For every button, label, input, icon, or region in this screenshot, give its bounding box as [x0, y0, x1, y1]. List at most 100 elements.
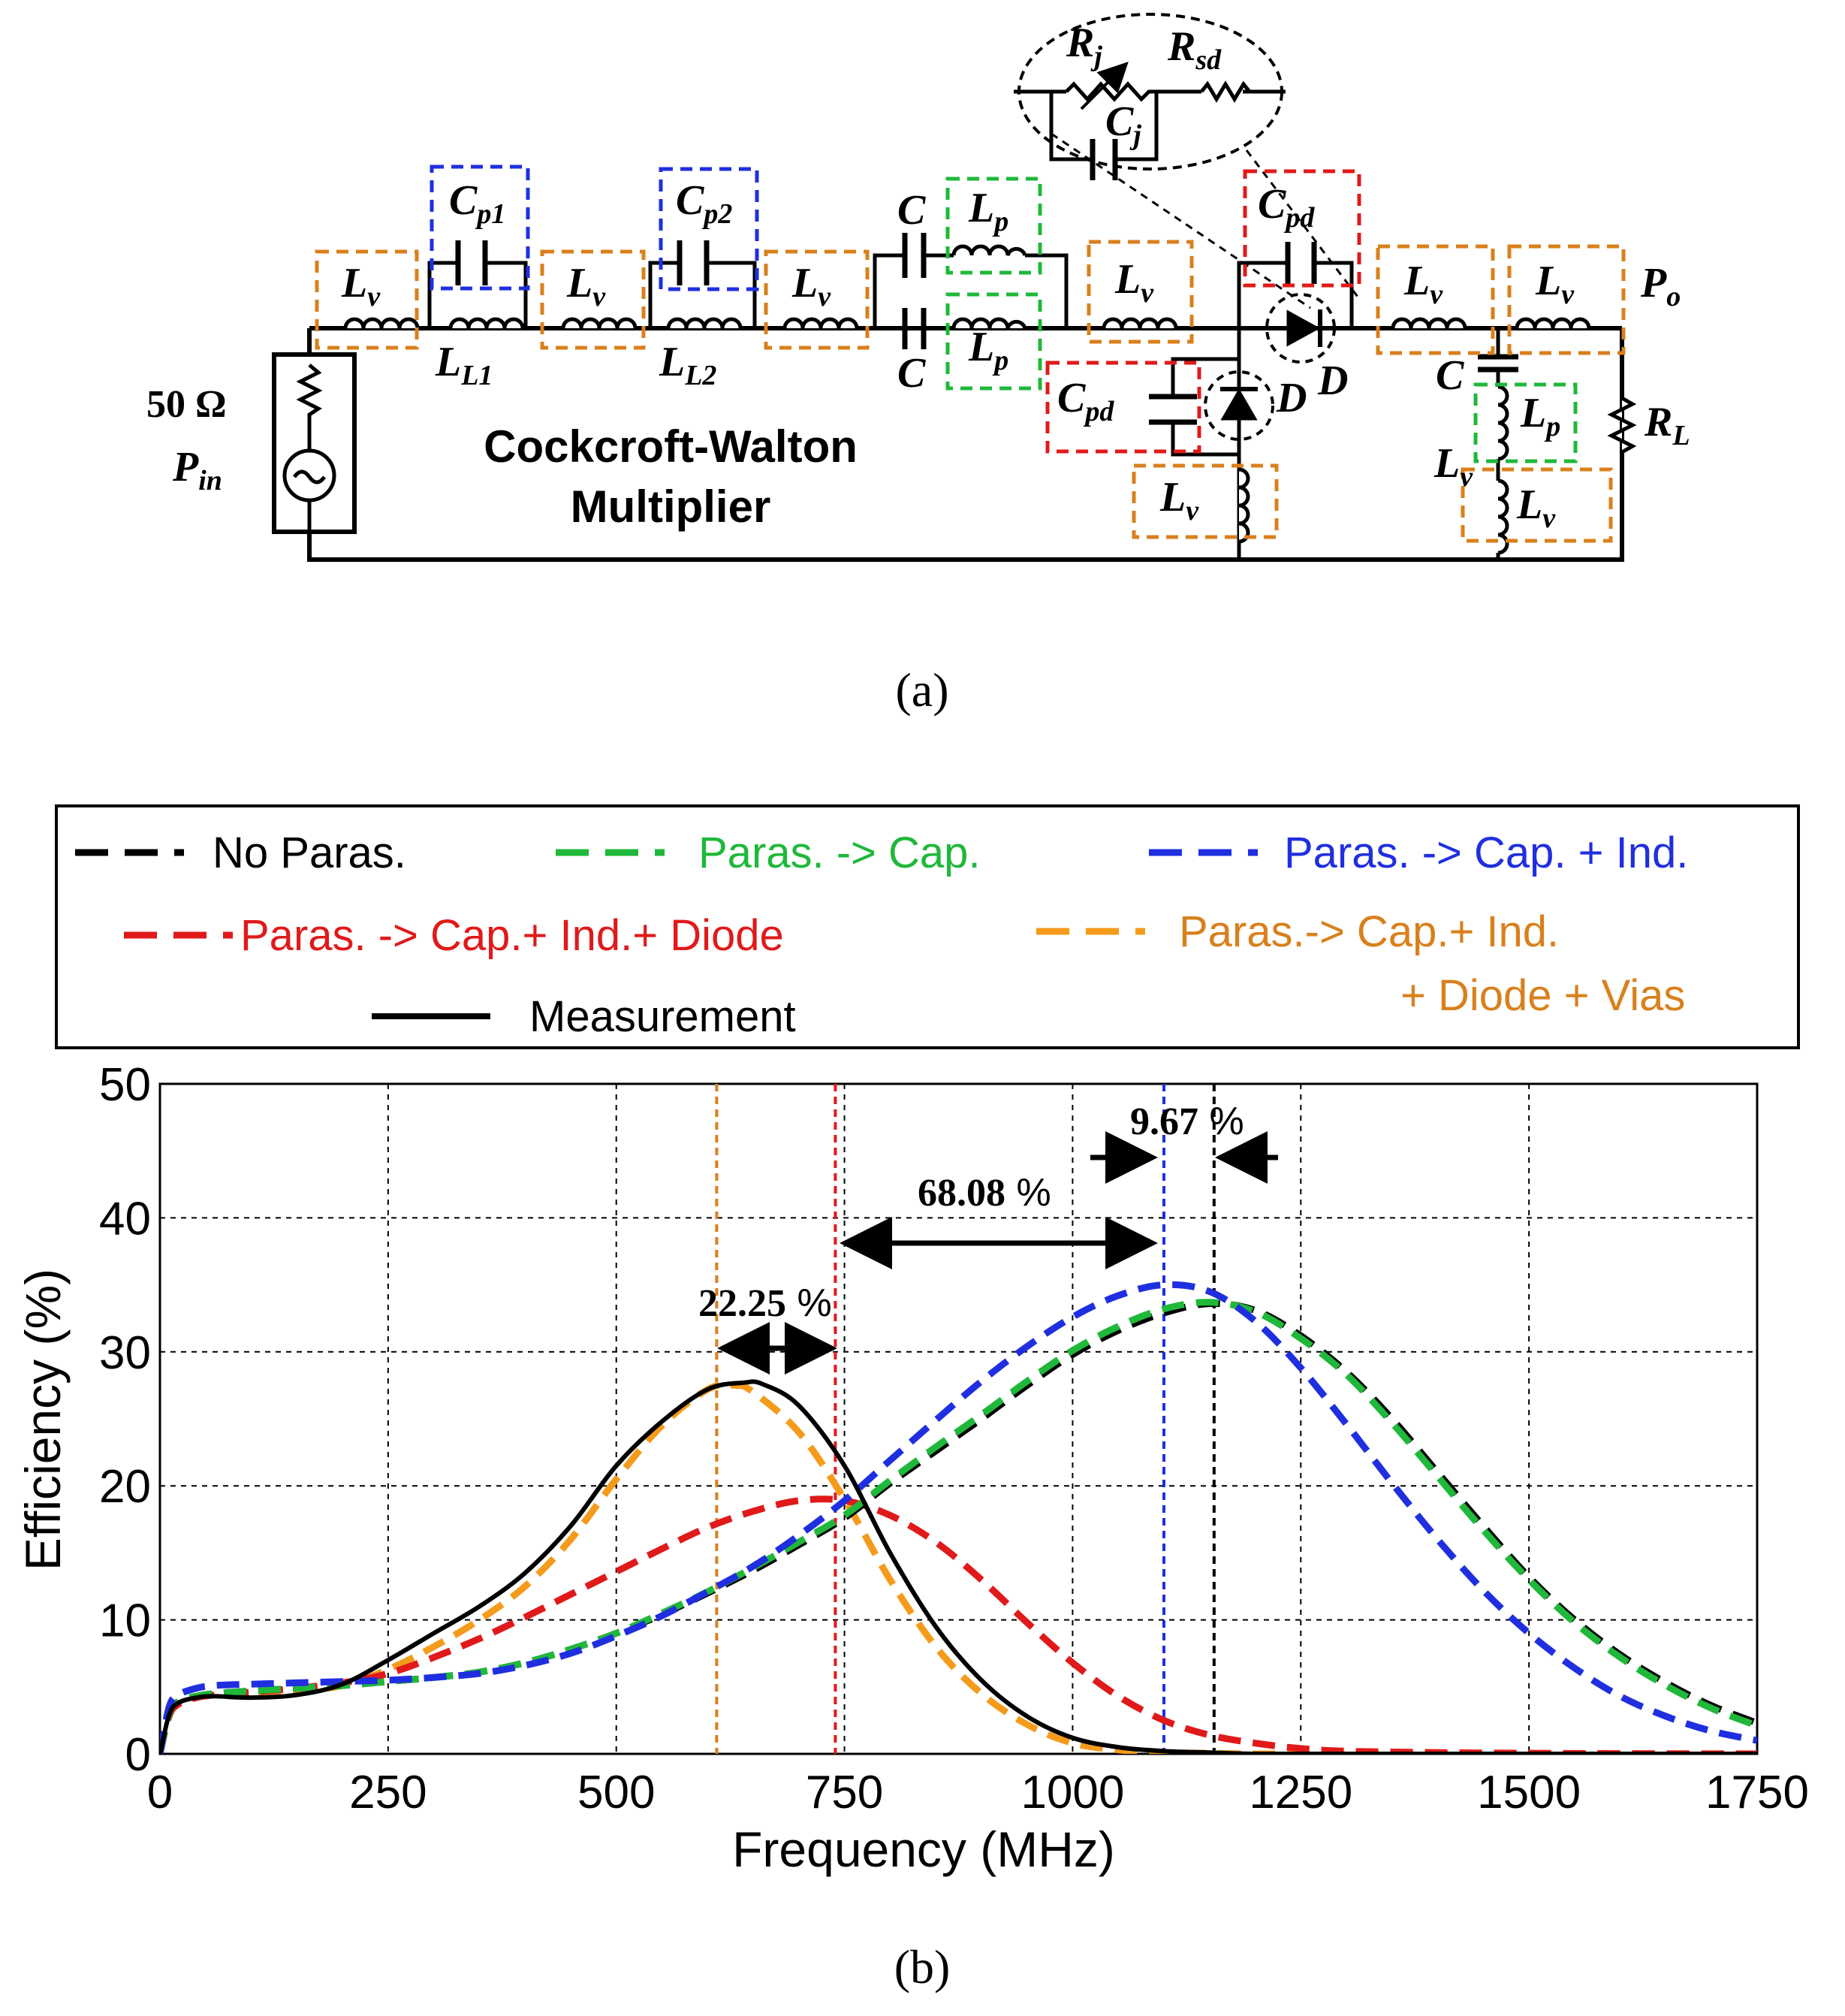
- chart-grid: [160, 1084, 1757, 1754]
- label-lv-out: Lv: [1516, 481, 1556, 534]
- x-axis-label: Frequency (MHz): [732, 1821, 1115, 1877]
- label-lv3: Lv: [791, 260, 831, 312]
- capacitor-cj-icon: [1090, 139, 1118, 180]
- diode-circle-top: [1265, 293, 1336, 364]
- annotation-22-25-text: 22.25 %: [698, 1281, 832, 1325]
- y-tick-labels: 0 10 20 30 40 50: [99, 1059, 151, 1781]
- x-tick-label: 250: [349, 1767, 427, 1818]
- label-50-ohm: 50 Ω: [146, 383, 227, 426]
- x-tick-label: 1250: [1249, 1767, 1352, 1818]
- y-tick-label: 10: [99, 1595, 151, 1647]
- label-lp-mid: Lp: [968, 324, 1008, 376]
- box-lv-shunt: [1132, 463, 1279, 539]
- efficiency-chart: 0 250 500 750 1000 1250 1500 1750 0 10 20 30 40 50 F…: [15, 1059, 1809, 1877]
- box-lv3: [764, 249, 870, 350]
- box-lp-mid: [945, 292, 1042, 391]
- legend-label-no-paras: No Paras.: [213, 828, 406, 877]
- series-line: [160, 1379, 1757, 1754]
- y-tick-label: 50: [99, 1059, 151, 1111]
- box-lp-out: [1473, 382, 1578, 463]
- box-lv6: [1507, 244, 1626, 355]
- annotation-22-25: 22.25 %: [698, 1281, 837, 1375]
- circuit-title-line1: Cockcroft-Walton: [484, 421, 858, 472]
- box-lv1: [315, 249, 419, 350]
- resistor-rl-icon: [1607, 396, 1637, 454]
- x-tick-label: 1750: [1705, 1767, 1809, 1818]
- label-c-bottom: C: [897, 350, 926, 397]
- label-cp2: Cp2: [676, 177, 732, 230]
- label-c-out: C: [1436, 352, 1464, 399]
- label-lv6: Lv: [1535, 258, 1575, 310]
- label-rl: RL: [1644, 399, 1690, 451]
- x-tick-label: 500: [577, 1767, 655, 1818]
- label-ll1: LL1: [435, 339, 493, 391]
- label-cpd-top: Cpd: [1258, 181, 1315, 234]
- label-lv-shunt: Lv: [1159, 474, 1199, 527]
- box-lv4: [1087, 240, 1194, 344]
- y-tick-label: 20: [99, 1461, 151, 1513]
- capacitor-cpd-shunt-icon: [1149, 394, 1197, 425]
- legend-label-cap: Paras. -> Cap.: [698, 828, 981, 877]
- inductor-lv4-icon: [1096, 317, 1183, 330]
- x-tick-label: 1000: [1020, 1767, 1124, 1818]
- zoom-line-right: [1245, 149, 1359, 297]
- label-cp1: Cp1: [449, 177, 505, 230]
- capacitor-cp2-icon: [677, 240, 710, 285]
- label-c-top: C: [897, 187, 926, 234]
- label-cpd-shunt: Cpd: [1057, 375, 1114, 427]
- legend-box: [55, 804, 1800, 1049]
- variable-arrow-icon: [1080, 62, 1129, 110]
- panel-label-a: (a): [895, 663, 948, 717]
- series-line: [160, 1299, 1757, 1754]
- label-lv2: Lv: [566, 260, 606, 312]
- capacitor-c-out-icon: [1478, 354, 1518, 373]
- x-tick-label: 1500: [1477, 1767, 1581, 1818]
- label-lv-side: Lv: [1433, 440, 1473, 493]
- label-rj: Rj: [1066, 20, 1102, 72]
- box-lv-out: [1461, 467, 1613, 543]
- label-ll2: LL2: [659, 339, 716, 391]
- label-po: Po: [1640, 260, 1681, 312]
- inductor-lp-mid-icon: [951, 317, 1027, 329]
- annotation-9-67-text: 9.67 %: [1130, 1100, 1244, 1143]
- series-line: [160, 1281, 1757, 1754]
- label-cj: Cj: [1105, 98, 1141, 151]
- annotation-9-67: 9.67 %: [1090, 1100, 1278, 1184]
- zoom-line-left: [1051, 132, 1311, 309]
- diode-top-icon: [1286, 309, 1321, 347]
- box-lv5: [1376, 244, 1495, 355]
- box-cpd-shunt: [1045, 361, 1201, 454]
- circuit-title-line2: Multiplier: [571, 481, 771, 532]
- box-lp-top: [945, 177, 1042, 275]
- reference-vlines: [715, 1084, 1216, 1754]
- inductor-ll2-icon: [661, 317, 748, 330]
- annotation-68-08: 68.08 %: [840, 1171, 1158, 1269]
- source-resistor: [296, 364, 323, 436]
- resistor-rj-icon: [1065, 81, 1156, 102]
- inductor-lv1-icon: [338, 317, 425, 330]
- y-tick-label: 0: [125, 1729, 151, 1781]
- label-lv1: Lv: [341, 260, 381, 312]
- label-lp-out: Lp: [1520, 390, 1560, 442]
- legend-label-vias-line2: + Diode + Vias: [1400, 971, 1685, 1020]
- chart-series: [160, 1281, 1757, 1754]
- label-d-top: D: [1317, 358, 1348, 404]
- legend-label-diode: Paras. -> Cap.+ Ind.+ Diode: [240, 911, 784, 960]
- x-tick-label: 0: [147, 1767, 173, 1818]
- box-cpd-top: [1243, 169, 1361, 288]
- capacitor-cp1-icon: [455, 240, 488, 285]
- inductor-lv-shunt-icon: [1238, 467, 1250, 544]
- chart-legend: No Paras. Paras. -> Cap. Paras. -> Cap. …: [55, 804, 1800, 1049]
- inductor-lv3-icon: [777, 317, 864, 330]
- legend-label-measurement: Measurement: [529, 992, 796, 1041]
- diode-circle-shunt: [1204, 370, 1274, 441]
- legend-label-cap-ind: Paras. -> Cap. + Ind.: [1284, 828, 1688, 877]
- label-pin: Pin: [172, 444, 222, 496]
- inductor-lp-out-icon: [1497, 385, 1509, 461]
- x-tick-labels: 0 250 500 750 1000 1250 1500 1750: [147, 1767, 1809, 1818]
- inductor-lv5-icon: [1385, 317, 1473, 330]
- diode-shunt-icon: [1220, 388, 1258, 421]
- circuit-diagram: [272, 13, 1637, 562]
- source-box: [272, 352, 357, 534]
